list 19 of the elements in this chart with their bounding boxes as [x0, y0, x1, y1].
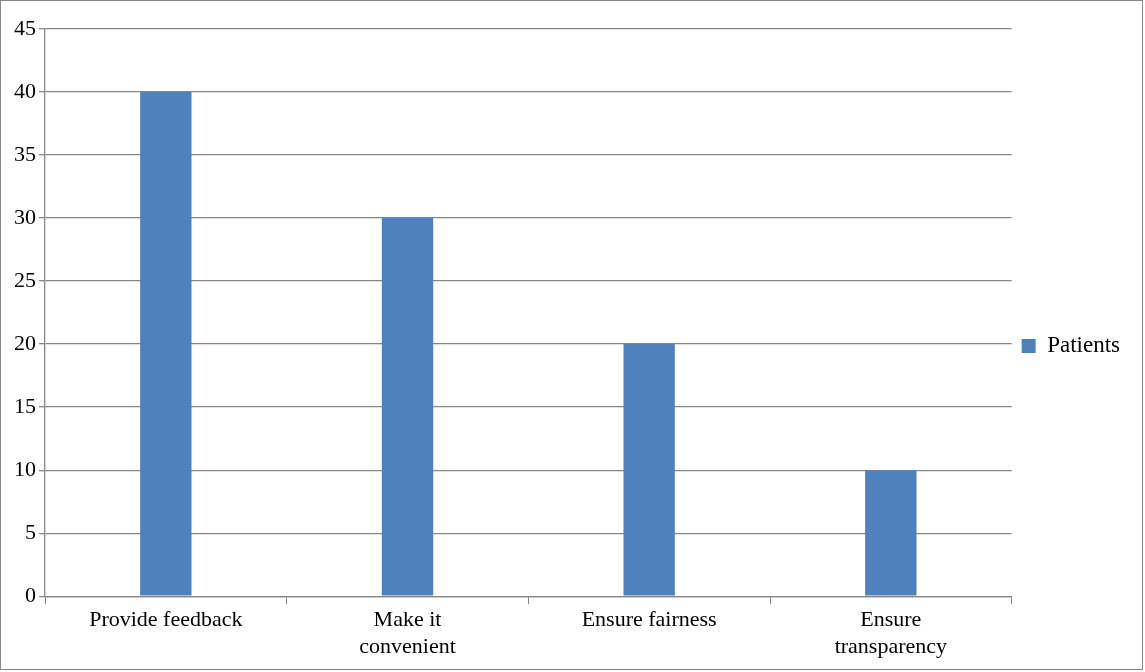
- bar: [623, 344, 675, 596]
- x-tick-label: Provide feedback: [89, 606, 243, 632]
- y-tick-label: 5: [25, 518, 36, 544]
- x-tick-label: Make it convenient: [359, 606, 456, 658]
- x-tick-label: Ensure transparency: [834, 606, 948, 658]
- y-tick-label: 15: [14, 392, 36, 418]
- y-tick-label: 30: [14, 203, 36, 229]
- y-tick-label: 10: [14, 455, 36, 481]
- bar: [140, 92, 192, 596]
- legend-label: Patients: [1047, 332, 1121, 358]
- y-tick-label: 35: [14, 140, 36, 166]
- y-tick-label: 25: [14, 266, 36, 292]
- x-tick-label: Ensure fairness: [581, 606, 717, 632]
- bar: [381, 218, 434, 596]
- y-tick-label: 45: [14, 14, 36, 40]
- y-tick-label: 40: [14, 77, 36, 103]
- y-tick-label: 0: [25, 581, 36, 607]
- y-tick-label: 20: [14, 329, 36, 355]
- bar: [865, 470, 917, 596]
